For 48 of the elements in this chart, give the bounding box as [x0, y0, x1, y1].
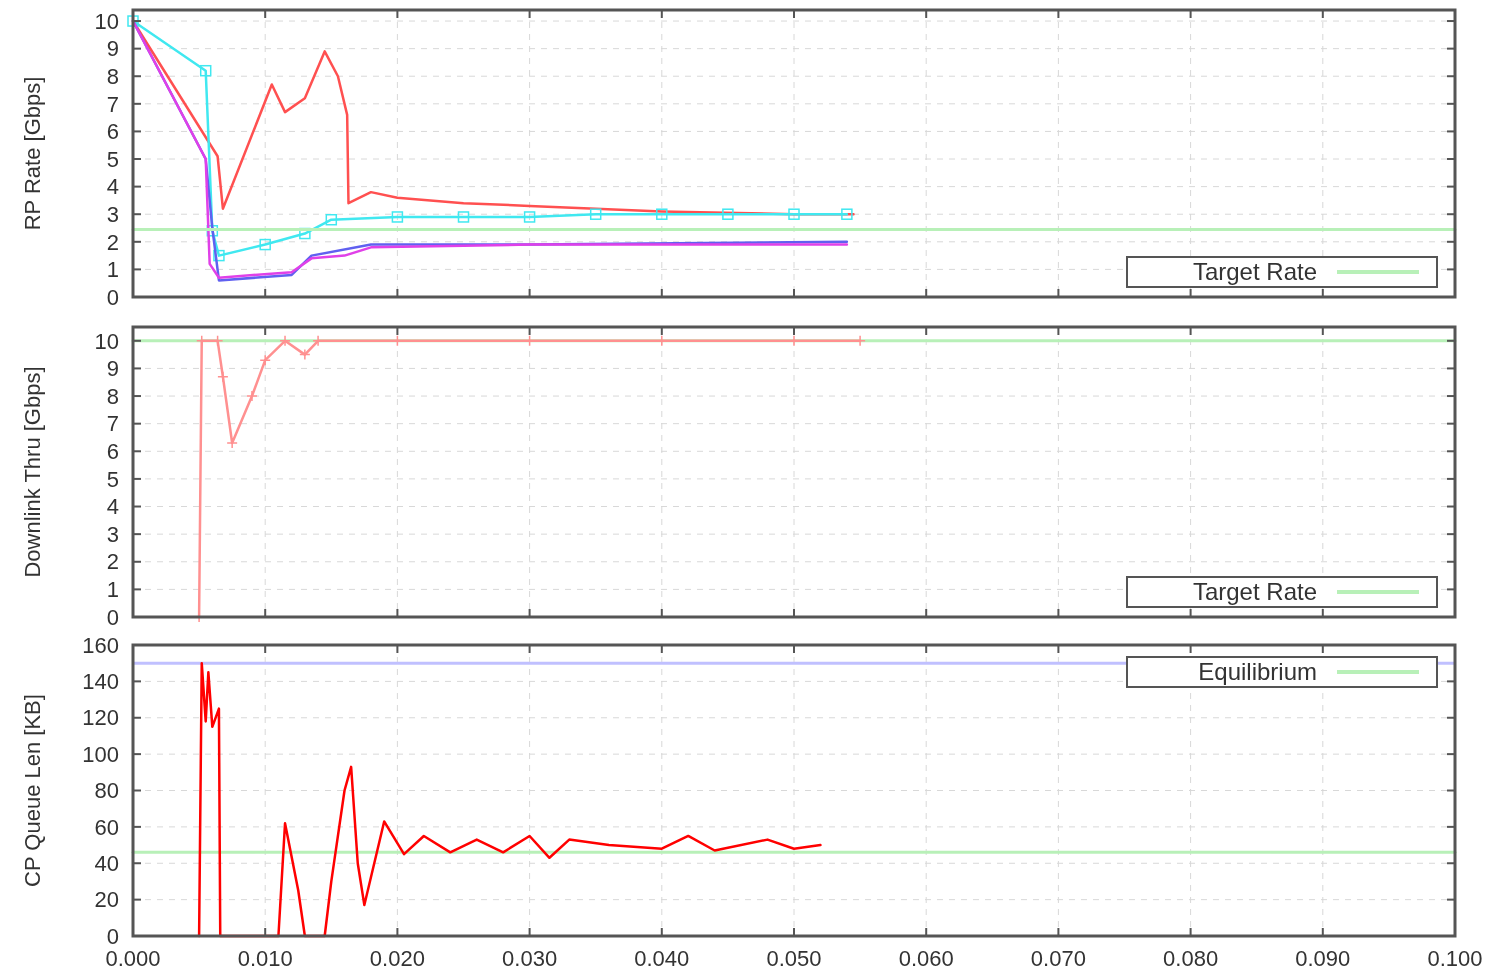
y-tick-label: 4: [106, 494, 119, 520]
y-tick-label: 8: [106, 63, 119, 89]
y-tick-label: 120: [82, 705, 119, 731]
y-tick-label: 6: [106, 119, 119, 145]
y-tick-label: 1: [106, 577, 119, 603]
y-tick-label: 0: [106, 604, 119, 630]
y-tick-label: 9: [106, 36, 119, 62]
legend-label: Target Rate: [1192, 578, 1317, 606]
x-tick-label: 0.040: [634, 946, 690, 971]
y-tick-label: 7: [106, 411, 119, 437]
x-tick-label: 0.090: [1295, 946, 1351, 971]
x-tick-label: 0.050: [766, 946, 822, 971]
y-tick-label: 4: [106, 174, 119, 200]
y-tick-label: 60: [94, 814, 119, 840]
legend-label: Target Rate: [1192, 258, 1317, 286]
x-tick-label: 0.100: [1427, 946, 1483, 971]
x-tick-label: 0.070: [1030, 946, 1086, 971]
x-tick-label: 0.010: [237, 946, 293, 971]
y-tick-label: 8: [106, 383, 119, 409]
y-tick-label: 3: [106, 201, 119, 227]
y-tick-label: 5: [106, 466, 119, 492]
y-tick-label: 1: [106, 257, 119, 283]
y-axis-title: RP Rate [Gbps]: [20, 76, 45, 231]
y-tick-label: 0: [106, 284, 119, 310]
y-tick-label: 7: [106, 91, 119, 117]
y-tick-label: 100: [82, 741, 119, 767]
y-tick-label: 160: [82, 632, 119, 658]
y-tick-label: 5: [106, 146, 119, 172]
y-tick-label: 80: [94, 778, 119, 804]
y-tick-label: 10: [94, 8, 119, 34]
y-tick-label: 3: [106, 521, 119, 547]
x-tick-label: 0.000: [105, 946, 161, 971]
y-axis-title: CP Queue Len [KB]: [20, 694, 45, 887]
y-tick-label: 140: [82, 669, 119, 695]
x-tick-label: 0.080: [1163, 946, 1219, 971]
x-tick-label: 0.060: [898, 946, 954, 971]
y-tick-label: 40: [94, 850, 119, 876]
y-tick-label: 10: [94, 328, 119, 354]
y-tick-label: 2: [106, 229, 119, 255]
legend-label: Equilibrium: [1198, 658, 1317, 686]
y-tick-label: 9: [106, 356, 119, 382]
y-tick-label: 20: [94, 887, 119, 913]
y-axis-title: Downlink Thru [Gbps]: [20, 366, 45, 578]
x-tick-label: 0.030: [502, 946, 558, 971]
y-tick-label: 6: [106, 438, 119, 464]
y-tick-label: 0: [106, 923, 119, 949]
x-tick-label: 0.020: [369, 946, 425, 971]
y-tick-label: 2: [106, 549, 119, 575]
